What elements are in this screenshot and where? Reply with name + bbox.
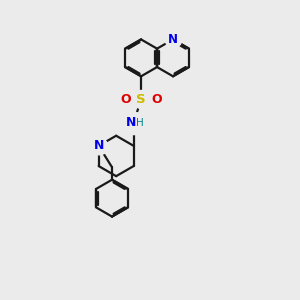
Text: N: N (168, 33, 178, 46)
Text: O: O (151, 93, 162, 106)
Text: H: H (136, 118, 144, 128)
Text: S: S (136, 93, 146, 106)
Text: N: N (126, 116, 136, 129)
Text: N: N (94, 139, 104, 152)
Text: O: O (120, 93, 131, 106)
